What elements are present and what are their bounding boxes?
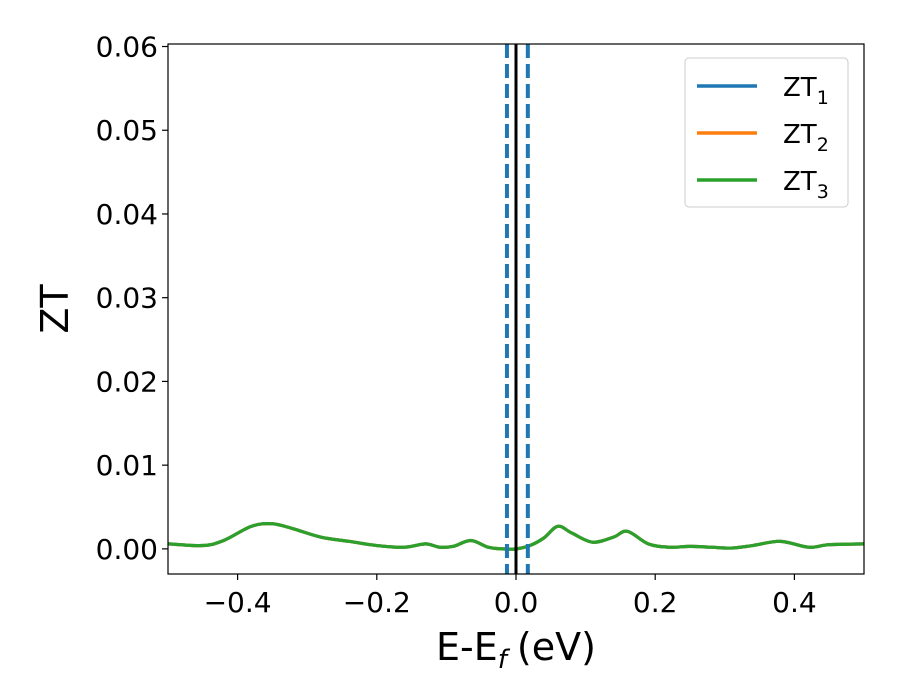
y-tick-label: 0.06 [96,31,158,64]
y-tick-label: 0.04 [96,198,158,231]
x-axis-title: E-Ef (eV) [436,625,596,675]
legend-label-1: ZT1 [783,73,829,109]
x-tick-label: −0.4 [204,586,272,619]
legend-label-2: ZT2 [783,120,829,156]
y-tick-label: 0.05 [96,114,158,147]
series-layer [168,521,864,551]
x-axis-title-main: E-E [436,625,498,669]
reference-lines-layer [504,44,530,574]
series-line-3 [168,521,864,551]
y-axis-title: ZT [33,284,77,334]
y-tick-label: 0.01 [96,449,158,482]
y-tick-label: 0.02 [96,365,158,398]
legend-box [684,57,849,208]
x-axis-title-unit: (eV) [517,625,596,669]
legend-label-3: ZT3 [783,167,829,203]
x-tick-label: −0.2 [343,586,411,619]
y-tick-label: 0.03 [96,282,158,315]
y-axis-ticks: 0.00 0.01 0.02 0.03 0.04 0.05 0.06 [96,31,168,566]
x-tick-label: 0.0 [494,586,539,619]
y-tick-label: 0.00 [96,533,158,566]
x-axis-ticks: −0.4 −0.2 0.0 0.2 0.4 [204,574,817,619]
legend: ZT1 ZT2 ZT3 [684,57,849,208]
x-tick-label: 0.4 [772,586,817,619]
x-tick-label: 0.2 [633,586,678,619]
